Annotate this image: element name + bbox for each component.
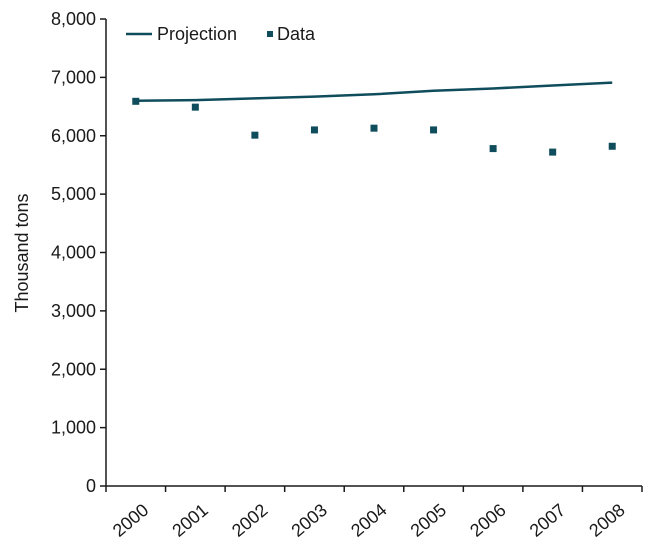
y-axis-ticks: 0 1,000 2,000 3,000 4,000 5,000 6,000 7,000 8,00… [51,9,106,496]
x-axis-ticks: 2000 2001 2002 2003 2004 2005 2006 2007 2008 [105,486,643,541]
data-point [310,126,318,134]
data-point [132,97,140,105]
series-layer [132,81,616,156]
data-point [251,131,259,139]
x-tick-label: 2002 [228,500,272,541]
y-tick-label: 6,000 [51,126,96,146]
plot-area: 0 1,000 2,000 3,000 4,000 5,000 6,000 7,000 8,00… [51,9,643,541]
data-point [430,126,438,134]
legend: Projection Data [126,24,316,44]
y-tick-label: 1,000 [51,418,96,438]
x-tick-label: 2001 [168,500,212,541]
x-tick-label: 2005 [407,500,451,541]
x-tick-label: 2000 [109,500,153,541]
y-axis-title: Thousand tons [12,193,32,312]
legend-data-label: Data [277,24,316,44]
x-tick-label: 2003 [287,500,331,541]
x-tick-label: 2006 [466,500,510,541]
y-tick-label: 2,000 [51,359,96,379]
data-point [549,148,557,156]
y-tick-label: 5,000 [51,184,96,204]
y-tick-label: 4,000 [51,243,96,263]
y-tick-label: 3,000 [51,301,96,321]
data-point [191,103,199,111]
y-tick-label: 8,000 [51,9,96,29]
y-tick-label: 7,000 [51,67,96,87]
data-point [370,124,378,132]
legend-data-swatch [267,31,273,37]
x-tick-label: 2008 [585,500,629,541]
x-tick-label: 2007 [526,500,570,541]
y-tick-label: 0 [86,476,96,496]
x-tick-label: 2004 [347,500,391,541]
projection-line [135,81,613,102]
data-point [489,145,497,153]
legend-projection-label: Projection [157,24,237,44]
data-point [608,142,616,150]
